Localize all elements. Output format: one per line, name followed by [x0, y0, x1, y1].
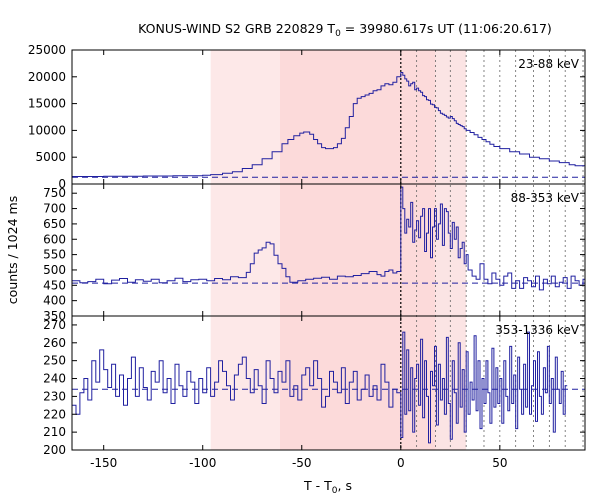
- panel-frames: [71, 49, 586, 451]
- y-tick-label-2-1: 350: [43, 309, 66, 323]
- y-tick-label-3-8: 270: [43, 318, 66, 332]
- y-tick-label-3-6: 250: [43, 354, 66, 368]
- light-curves: [72, 72, 585, 444]
- x-tick-label-2: -100: [189, 456, 216, 470]
- y-tick-label-2-3: 450: [43, 278, 66, 292]
- x-tick-label-5: 50: [492, 456, 507, 470]
- y-tick-label-1-2: 5000: [35, 150, 66, 164]
- y-tick-label-2-7: 650: [43, 217, 66, 231]
- x-tick-label-3: -50: [292, 456, 312, 470]
- y-tick-label-3-3: 220: [43, 407, 66, 421]
- energy-band-label-2: 88-353 keV: [511, 191, 580, 205]
- y-tick-label-3-7: 260: [43, 336, 66, 350]
- shaded-interval-1: [210, 50, 280, 450]
- energy-band-label-3: 353-1336 keV: [495, 323, 579, 337]
- y-tick-label-3-2: 210: [43, 425, 66, 439]
- x-tick-label-4: 0: [397, 456, 405, 470]
- panel-frame-3: [71, 315, 586, 451]
- y-tick-label-3-1: 200: [43, 443, 66, 457]
- y-tick-label-2-6: 600: [43, 232, 66, 246]
- y-tick-label-2-9: 750: [43, 186, 66, 200]
- energy-band-label-1: 23-88 keV: [518, 57, 580, 71]
- y-tick-label-2-2: 400: [43, 294, 66, 308]
- x-tick-label-1: -150: [90, 456, 117, 470]
- y-tick-label-3-5: 240: [43, 372, 66, 386]
- y-tick-label-3-4: 230: [43, 389, 66, 403]
- light-curve-2: [72, 186, 585, 291]
- light-curve-3: [72, 331, 568, 444]
- y-tick-label-1-3: 10000: [28, 123, 66, 137]
- y-tick-label-1-6: 25000: [28, 43, 66, 57]
- y-tick-label-1-5: 20000: [28, 70, 66, 84]
- shaded-interval-2: [279, 50, 436, 450]
- y-axis-label: counts / 1024 ms: [5, 196, 20, 304]
- light-curve-1: [72, 72, 585, 177]
- shaded-intervals: [210, 50, 467, 450]
- chart-title: KONUS-WIND S2 GRB 220829 T0 = 39980.617s…: [138, 21, 552, 39]
- y-tick-label-1-1: 0: [58, 177, 66, 191]
- y-tick-label-2-8: 700: [43, 202, 66, 216]
- x-axis-label: T - T0, s: [303, 478, 352, 496]
- y-tick-label-2-5: 550: [43, 248, 66, 262]
- background-levels: [72, 176, 585, 390]
- y-tick-label-2-4: 500: [43, 263, 66, 277]
- y-tick-label-1-4: 15000: [28, 97, 66, 111]
